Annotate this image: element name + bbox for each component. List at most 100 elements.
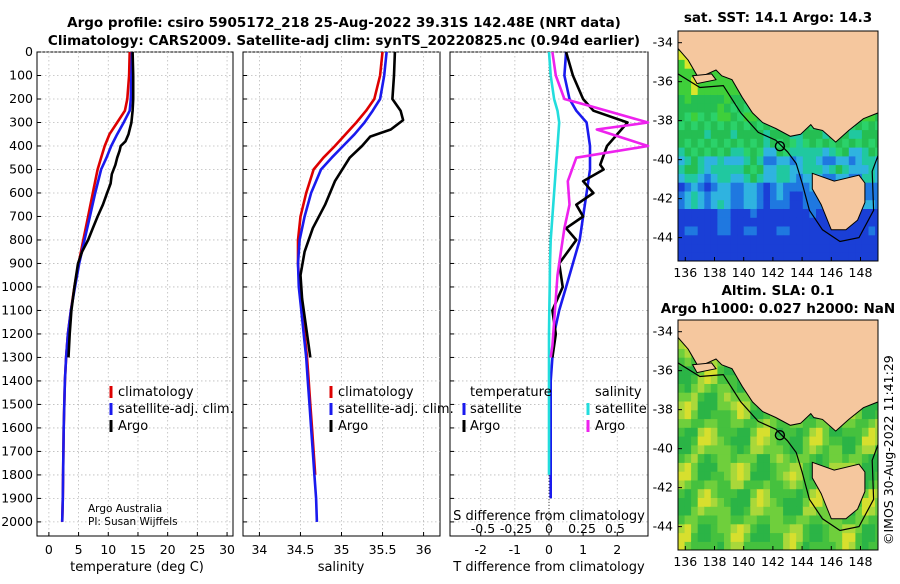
sla-map-subtitle: Argo h1000: 0.027 h2000: NaN [661,301,895,317]
y-tick-label: 1300 [1,349,33,364]
salinity-legend: climatology satellite-adj. clim. Argo [329,385,454,434]
mainland [678,31,878,143]
y-tick-label: 800 [9,232,33,247]
map-y-tick-label: -44 [653,230,673,245]
y-tick-label: 1500 [1,396,33,411]
x-top-tick-label: 0 [545,521,553,536]
y-tick-label: 400 [9,138,33,153]
series-line-s-argo [549,51,650,358]
x-top-tick-label: -0.5 [471,521,495,536]
series-line-satellite-adj-clim- [296,51,388,522]
legend-temperature-title: temperature [470,385,552,400]
map-y-tick-label: -40 [653,152,673,167]
x-tick-label: -2 [474,542,486,557]
credit-line-1: Argo Australia [88,503,162,515]
map-frame [677,319,879,551]
map-x-tick-label: 140 [732,265,756,280]
series-line-argo [299,51,405,358]
shelf-contour [678,73,878,243]
difference-xlabel: T difference from climatology [452,560,645,575]
x-top-tick-label: -0.25 [500,521,532,536]
salinity-plot: 34 34.5 35 35.5 36 [243,51,440,557]
x-tick-label: 10 [100,542,116,557]
y-tick-label: 1000 [1,279,33,294]
legend-t-argo: Argo [470,419,500,434]
map-field [678,31,878,261]
x-tick-label: 35.5 [369,542,397,557]
map-x-tick-label: 146 [819,554,843,569]
map-x-tick-label: 148 [849,265,873,280]
map-x-tick-label: 142 [761,554,785,569]
map-x-tick-label: 138 [703,265,727,280]
y-tick-label: 500 [9,161,33,176]
series-line-t-satellite [549,51,592,499]
legend-s-argo: Argo [595,419,625,434]
sla-map: 136 138 140 142 144 146 148 -34 -36 -38 -40 -42 -44 [653,319,879,569]
difference-legend: temperature satellite Argo salinity sate… [462,385,647,434]
map-x-tick-label: 146 [819,265,843,280]
kangaroo-island [691,362,717,374]
y-tick-label: 300 [9,114,33,129]
x-tick-label: 20 [160,542,176,557]
x-top-tick-label: 0.25 [568,521,596,536]
credit-line-2: PI: Susan Wijffels [88,516,178,528]
x-tick-label: -1 [509,542,521,557]
legend-argo: Argo [118,419,148,434]
temperature-xlabel: temperature (deg C) [70,560,204,575]
title-line-1: Argo profile: csiro 5905172_218 25-Aug-2… [67,15,621,31]
sla-map-title: Altim. SLA: 0.1 [721,283,834,299]
y-tick-label: 100 [9,67,33,82]
y-tick-label: 1700 [1,443,33,458]
series-line-t-argo [551,51,629,358]
y-tick-label: 900 [9,255,33,270]
map-field [678,320,878,550]
kangaroo-island [691,73,717,85]
y-tick-label: 1100 [1,302,33,317]
map-frame [677,30,879,262]
shelf-contour [678,362,878,532]
map-y-tick-label: -34 [653,324,673,339]
legend-s-satellite: satellite [595,402,647,417]
sst-map-title: sat. SST: 14.1 Argo: 14.3 [684,10,872,26]
legend-argo: Argo [338,419,368,434]
x-tick-label: 5 [75,542,83,557]
map-y-tick-label: -34 [653,35,673,50]
map-y-tick-label: -44 [653,519,673,534]
map-x-tick-label: 144 [790,265,814,280]
x-tick-label: 0 [45,542,53,557]
series-line-argo [67,51,135,358]
legend-t-satellite: satellite [470,402,522,417]
y-tick-label: 700 [9,208,33,223]
y-tick-label: 1600 [1,420,33,435]
legend-salinity-title: salinity [595,385,642,400]
salinity-xlabel: salinity [318,560,365,575]
map-y-tick-label: -36 [653,74,673,89]
tasmania [811,461,866,520]
map-y-tick-label: -42 [653,191,673,206]
sst-map: 136 138 140 142 144 146 148 -34 -36 -38 -40 -42 -44 [653,30,879,280]
x-tick-label: 34.5 [287,542,315,557]
map-y-tick-label: -42 [653,480,673,495]
tasmania [811,172,866,231]
mainland [678,320,878,432]
y-tick-label: 1400 [1,373,33,388]
y-tick-label: 1900 [1,490,33,505]
map-x-tick-label: 148 [849,554,873,569]
x-tick-label: 30 [219,542,235,557]
argo-float-marker [774,140,786,152]
x-tick-label: 15 [130,542,146,557]
x-tick-label: 35 [334,542,350,557]
legend-climatology: climatology [118,385,194,400]
map-y-tick-label: -36 [653,363,673,378]
y-tick-label: 1200 [1,326,33,341]
x-top-tick-label: 0.5 [605,521,625,536]
y-tick-label: 1800 [1,467,33,482]
x-tick-label: 0 [545,542,553,557]
argo-float-marker [774,429,786,441]
temperature-legend: climatology satellite-adj. clim. Argo [109,385,234,434]
legend-climatology: climatology [338,385,414,400]
map-x-tick-label: 136 [673,265,697,280]
map-y-tick-label: -38 [653,113,673,128]
